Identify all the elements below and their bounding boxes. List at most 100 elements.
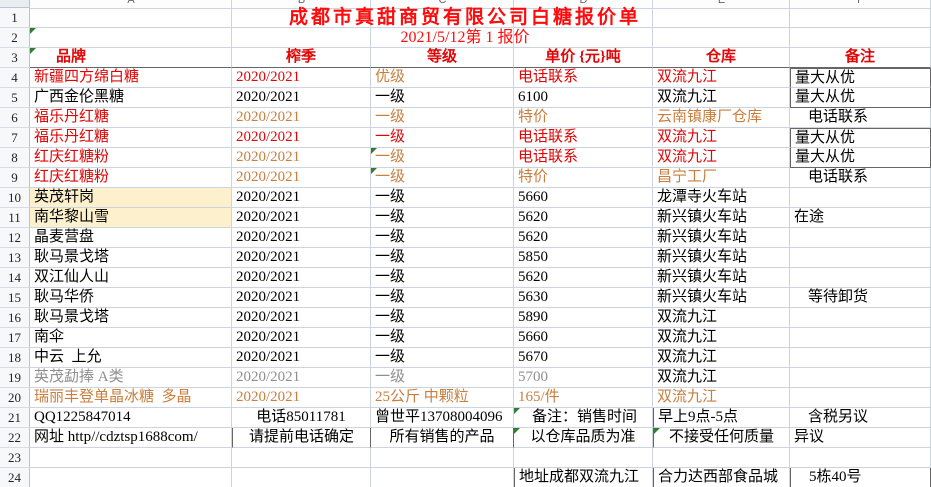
cell-B20[interactable]: 2020/2021 [232, 388, 371, 408]
cell-C2[interactable] [371, 28, 514, 48]
cell-E15[interactable]: 新兴镇火车站 [653, 288, 790, 308]
cell-C18[interactable]: 一级 [371, 348, 514, 368]
cell-E8[interactable]: 双流九江 [653, 148, 790, 168]
cell-B18[interactable]: 2020/2021 [232, 348, 371, 368]
cell-C4[interactable]: 优级 [371, 68, 514, 88]
cell-C9[interactable]: 一级 [371, 168, 514, 188]
cell-E14[interactable]: 新兴镇火车站 [653, 268, 790, 288]
cell-A19[interactable]: 英茂勐捧 A类 [30, 368, 232, 388]
cell-F20[interactable] [790, 388, 931, 408]
cell-F1[interactable] [790, 8, 931, 28]
cell-D20[interactable]: 165/件 [514, 388, 653, 408]
cell-C12[interactable]: 一级 [371, 228, 514, 248]
cell-F12[interactable] [790, 228, 931, 248]
row-header-22[interactable]: 22 [0, 428, 30, 448]
cell-A7[interactable]: 福乐丹红糖 [30, 128, 232, 148]
cell-F17[interactable] [790, 328, 931, 348]
cell-B22[interactable]: 请提前电话确定 [232, 428, 371, 448]
row-header-9[interactable]: 9 [0, 168, 30, 188]
row-header-15[interactable]: 15 [0, 288, 30, 308]
cell-C20[interactable]: 25公斤 中颗粒 [371, 388, 514, 408]
cell-A13[interactable]: 耿马景戈塔 [30, 248, 232, 268]
cell-C10[interactable]: 一级 [371, 188, 514, 208]
cell-B8[interactable]: 2020/2021 [232, 148, 371, 168]
cell-F4[interactable]: 量大从优 [790, 68, 931, 88]
cell-D16[interactable]: 5890 [514, 308, 653, 328]
cell-A10[interactable]: 英茂轩岗 [30, 188, 232, 208]
cell-E6[interactable]: 云南镇康厂仓库 [653, 108, 790, 128]
cell-D1[interactable] [514, 8, 653, 28]
cell-B5[interactable]: 2020/2021 [232, 88, 371, 108]
row-header-16[interactable]: 16 [0, 308, 30, 328]
cell-F16[interactable] [790, 308, 931, 328]
column-header-F[interactable]: F [857, 0, 864, 6]
cell-A2[interactable] [30, 28, 232, 48]
cell-B6[interactable]: 2020/2021 [232, 108, 371, 128]
cell-E3[interactable]: 仓库 [653, 48, 790, 68]
row-header-11[interactable]: 11 [0, 208, 30, 228]
cell-C23[interactable] [371, 448, 514, 468]
cell-E17[interactable]: 双流九江 [653, 328, 790, 348]
cell-B15[interactable]: 2020/2021 [232, 288, 371, 308]
cell-B10[interactable]: 2020/2021 [232, 188, 371, 208]
cell-F23[interactable] [790, 448, 931, 468]
cell-C16[interactable]: 一级 [371, 308, 514, 328]
row-header-19[interactable]: 19 [0, 368, 30, 388]
column-header-B[interactable]: B [297, 0, 306, 6]
cell-D7[interactable]: 电话联系 [514, 128, 653, 148]
cell-C21[interactable]: 曾世平13708004096 [371, 408, 514, 428]
cell-B19[interactable]: 2020/2021 [232, 368, 371, 388]
row-header-6[interactable]: 6 [0, 108, 30, 128]
cell-E5[interactable]: 双流九江 [653, 88, 790, 108]
select-all-corner[interactable] [0, 0, 30, 8]
cell-F3[interactable]: 备注 [790, 48, 931, 68]
cell-D22[interactable]: 以仓库品质为准 [514, 428, 653, 448]
cell-B21[interactable]: 电话85011781 [232, 408, 371, 428]
row-header-13[interactable]: 13 [0, 248, 30, 268]
cell-A23[interactable] [30, 448, 232, 468]
cell-F9[interactable]: 电话联系 [790, 168, 931, 188]
cell-A3[interactable]: 品牌 [30, 48, 232, 68]
cell-D15[interactable]: 5630 [514, 288, 653, 308]
cell-A9[interactable]: 红庆红糖粉 [30, 168, 232, 188]
cell-F21[interactable]: 含税另议 [790, 408, 931, 428]
cell-F22[interactable]: 异议 [790, 428, 931, 448]
cell-C17[interactable]: 一级 [371, 328, 514, 348]
cell-E24[interactable]: 合力达西部食品城 [653, 468, 790, 487]
cell-A1[interactable] [30, 8, 232, 28]
cell-D14[interactable]: 5620 [514, 268, 653, 288]
cell-B4[interactable]: 2020/2021 [232, 68, 371, 88]
cell-E18[interactable]: 双流九江 [653, 348, 790, 368]
cell-B9[interactable]: 2020/2021 [232, 168, 371, 188]
cell-A4[interactable]: 新疆四方绵白糖 [30, 68, 232, 88]
cell-B7[interactable]: 2020/2021 [232, 128, 371, 148]
cell-B24[interactable] [232, 468, 371, 487]
cell-A12[interactable]: 晶麦营盘 [30, 228, 232, 248]
cell-C6[interactable]: 一级 [371, 108, 514, 128]
cell-D23[interactable] [514, 448, 653, 468]
cell-F15[interactable]: 等待卸货 [790, 288, 931, 308]
cell-A17[interactable]: 南伞 [30, 328, 232, 348]
cell-A15[interactable]: 耿马华侨 [30, 288, 232, 308]
cell-B1[interactable] [232, 8, 371, 28]
cell-D18[interactable]: 5670 [514, 348, 653, 368]
cell-C1[interactable] [371, 8, 514, 28]
cell-C14[interactable]: 一级 [371, 268, 514, 288]
row-header-20[interactable]: 20 [0, 388, 30, 408]
cell-A20[interactable]: 瑞丽丰登单晶冰糖 多晶 [30, 388, 232, 408]
cell-E9[interactable]: 昌宁工厂 [653, 168, 790, 188]
cell-E16[interactable]: 双流九江 [653, 308, 790, 328]
cell-F5[interactable]: 量大从优 [790, 88, 931, 108]
cell-E10[interactable]: 龙潭寺火车站 [653, 188, 790, 208]
cell-C7[interactable]: 一级 [371, 128, 514, 148]
cell-C22[interactable]: 所有销售的产品 [371, 428, 514, 448]
cell-D12[interactable]: 5620 [514, 228, 653, 248]
cell-F8[interactable]: 量大从优 [790, 148, 931, 168]
cell-E12[interactable]: 新兴镇火车站 [653, 228, 790, 248]
cell-E2[interactable] [653, 28, 790, 48]
cell-F2[interactable] [790, 28, 931, 48]
cell-F6[interactable]: 电话联系 [790, 108, 931, 128]
cell-A11[interactable]: 南华黎山雪 [30, 208, 232, 228]
cell-B13[interactable]: 2020/2021 [232, 248, 371, 268]
row-header-17[interactable]: 17 [0, 328, 30, 348]
